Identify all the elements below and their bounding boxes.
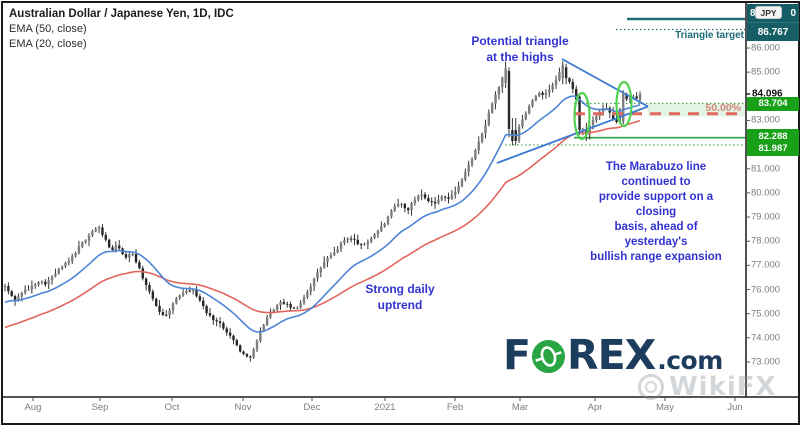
level-price-label: 82.288: [747, 129, 799, 143]
breakout-ellipse-1[interactable]: [573, 91, 591, 141]
time-tick-label: Feb: [446, 402, 464, 413]
marabuzo-note[interactable]: The Marabuzo line continued to provide s…: [590, 161, 722, 263]
candlestick-series[interactable]: [3, 61, 642, 362]
logo-dotcom: .com: [657, 346, 723, 375]
price-tick-label: 81.000: [751, 163, 781, 175]
ema20-legend[interactable]: EMA (20, close): [9, 38, 87, 51]
time-tick-label: Sep: [91, 402, 109, 413]
logo-letters-rex: REX: [567, 331, 656, 379]
ema50-legend[interactable]: EMA (50, close): [9, 23, 87, 36]
price-tick-label: 73.000: [751, 356, 781, 368]
logo-letter-f: F: [503, 331, 531, 379]
time-tick-label: Nov: [234, 402, 252, 413]
triangle-target-label[interactable]: Triangle target: [675, 30, 744, 41]
triangle-lower-line[interactable]: [496, 105, 649, 164]
time-tick-label: Mar: [511, 402, 529, 413]
price-tick-label: 80.000: [751, 187, 781, 199]
chart-legend: Australian Dollar / Japanese Yen, 1D, ID…: [9, 6, 234, 53]
time-tick-label: Apr: [587, 402, 603, 413]
last-price-label: 84.096: [750, 88, 785, 100]
ema-50-line[interactable]: [4, 119, 641, 329]
time-tick-label: Oct: [164, 402, 180, 413]
price-tick-label: 86.000: [751, 42, 781, 54]
price-tick-label: 78.000: [751, 235, 781, 247]
time-tick-label: Aug: [24, 402, 42, 413]
price-tick-label: 75.000: [751, 308, 781, 320]
currency-unit-badge[interactable]: JPY: [755, 6, 783, 19]
level-price-label: 81.987: [747, 141, 799, 156]
level-price-label: 83.704: [747, 96, 799, 111]
forex-com-logo: F REX .com: [503, 334, 723, 376]
price-tick-label: 85.000: [751, 66, 781, 78]
triangle-target-price-label: 86.767: [747, 22, 799, 41]
price-tick-label: 77.000: [751, 259, 781, 271]
triangle-note[interactable]: Potential triangle at the highs: [471, 34, 569, 64]
price-tick-label: 83.000: [751, 114, 781, 126]
price-tick-label: 74.000: [751, 332, 781, 344]
uptrend-note[interactable]: Strong daily uptrend: [365, 282, 435, 312]
triangle-upper-line[interactable]: [561, 58, 649, 108]
time-tick-label: May: [656, 402, 674, 413]
time-tick-label: Dec: [303, 402, 321, 413]
time-tick-label: Jun: [727, 402, 743, 413]
ema-20-line[interactable]: [4, 95, 641, 333]
symbol-title[interactable]: Australian Dollar / Japanese Yen, 1D, ID…: [9, 8, 234, 20]
time-tick-label: 2021: [374, 402, 396, 413]
breakout-ellipse-2[interactable]: [615, 80, 633, 128]
price-tick-label: 76.000: [751, 284, 781, 295]
forex-o-coin-icon: [532, 340, 566, 373]
price-tick-label: 79.000: [751, 211, 781, 223]
fib-label[interactable]: 50.00%: [705, 102, 741, 114]
